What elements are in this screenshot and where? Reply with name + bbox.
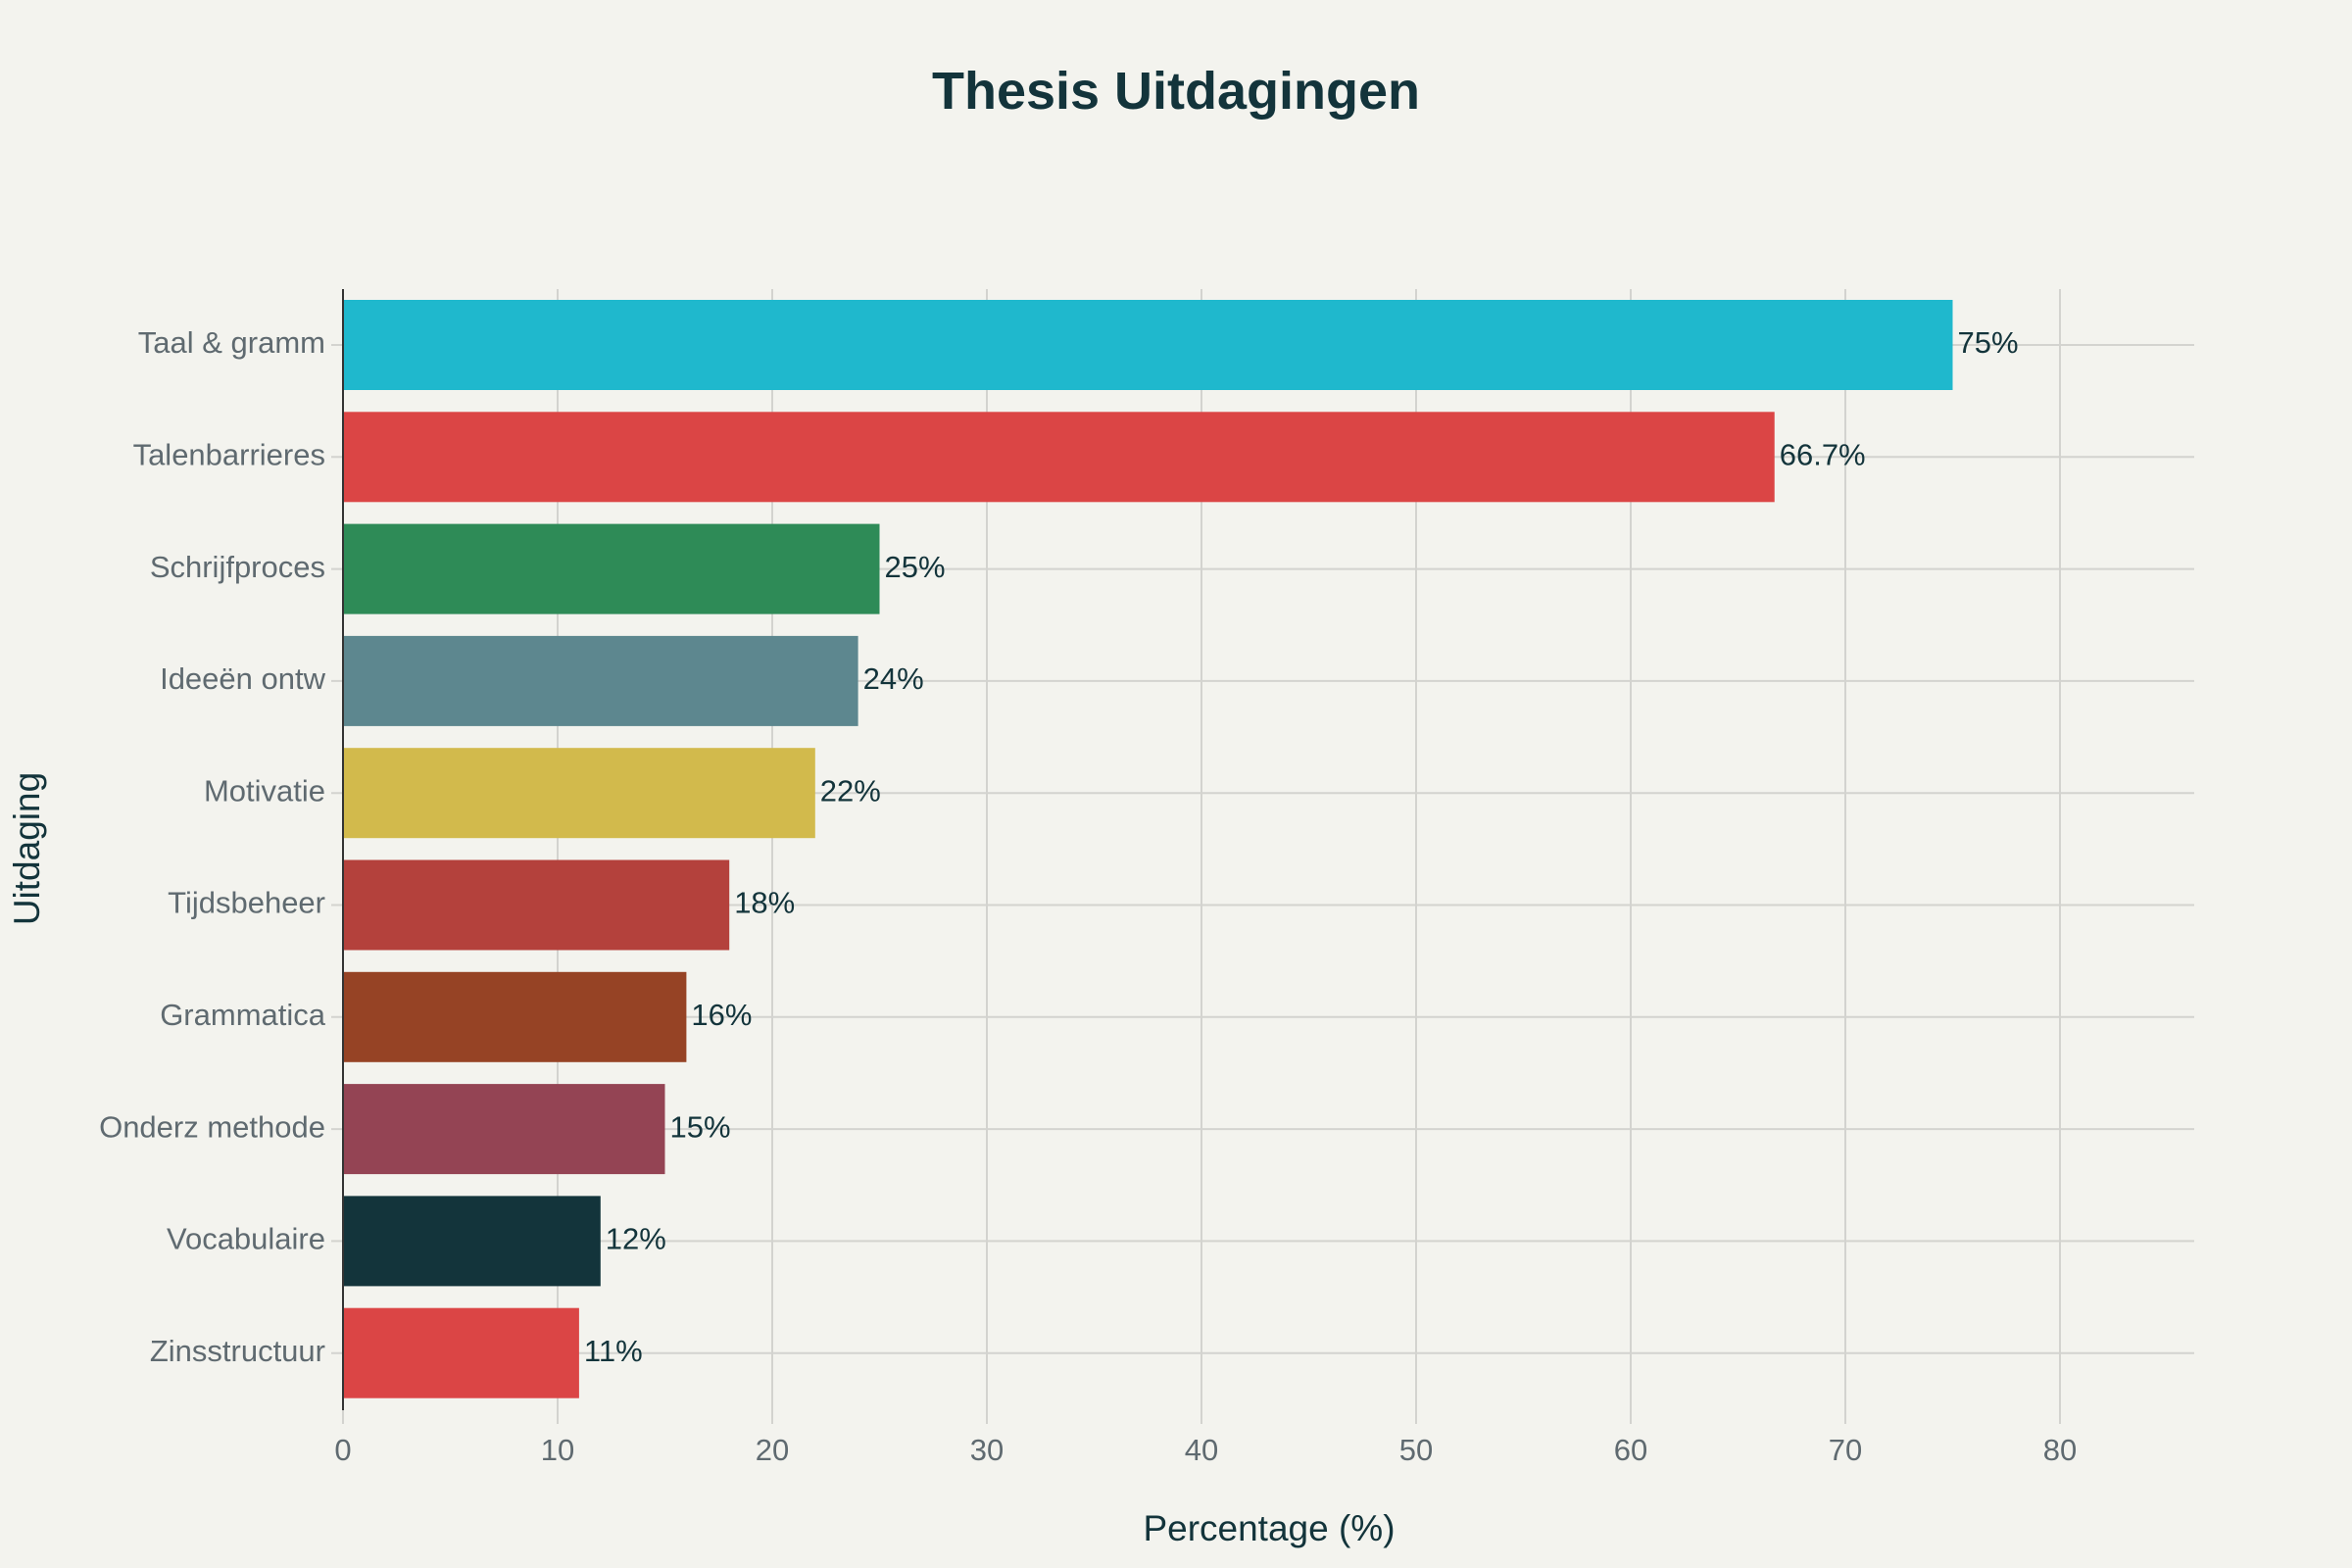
x-tick-label: 10 <box>541 1433 574 1467</box>
x-tick-label: 60 <box>1614 1433 1647 1467</box>
bar[interactable] <box>343 412 1775 503</box>
y-tick-label: Grammatica <box>160 998 326 1032</box>
x-tick-label: 50 <box>1399 1433 1433 1467</box>
y-tick-label: Ideeën ontw <box>160 662 326 696</box>
y-tick-label: Motivatie <box>204 773 325 808</box>
y-axis-label: Uitdaging <box>7 772 47 925</box>
x-tick-label: 20 <box>756 1433 789 1467</box>
data-label: 66.7% <box>1780 437 1866 471</box>
bar[interactable] <box>343 1307 579 1398</box>
y-tick-label: Vocabulaire <box>167 1222 325 1256</box>
x-axis-label: Percentage (%) <box>1143 1508 1395 1548</box>
bar[interactable] <box>343 635 858 726</box>
data-label: 25% <box>885 550 946 584</box>
x-tick-label: 80 <box>2043 1433 2077 1467</box>
x-tick-label: 70 <box>1829 1433 1862 1467</box>
data-label: 12% <box>606 1222 666 1256</box>
y-tick-label: Tijdsbeheer <box>168 886 325 920</box>
data-label: 24% <box>863 662 924 696</box>
bar[interactable] <box>343 1084 665 1175</box>
x-tick-label: 0 <box>334 1433 351 1467</box>
bar[interactable] <box>343 523 880 614</box>
y-tick-label: Talenbarrieres <box>133 437 325 471</box>
y-tick-label: Zinsstructuur <box>150 1334 325 1368</box>
data-label: 22% <box>820 773 881 808</box>
y-tick-label: Taal & gramm <box>138 325 325 360</box>
data-label: 11% <box>584 1334 643 1368</box>
bar[interactable] <box>343 300 1953 390</box>
data-label: 75% <box>1958 325 2019 360</box>
data-label: 15% <box>670 1109 731 1144</box>
x-tick-label: 30 <box>970 1433 1004 1467</box>
data-label: 18% <box>734 886 795 920</box>
chart-title: Thesis Uitdagingen <box>931 62 1421 121</box>
y-tick-label: Onderz methode <box>99 1109 325 1144</box>
data-label: 16% <box>691 998 752 1032</box>
bar[interactable] <box>343 859 730 951</box>
bar[interactable] <box>343 1196 601 1287</box>
bar[interactable] <box>343 971 687 1062</box>
x-tick-label: 40 <box>1185 1433 1218 1467</box>
bar[interactable] <box>343 748 815 839</box>
y-tick-label: Schrijfproces <box>150 550 325 584</box>
